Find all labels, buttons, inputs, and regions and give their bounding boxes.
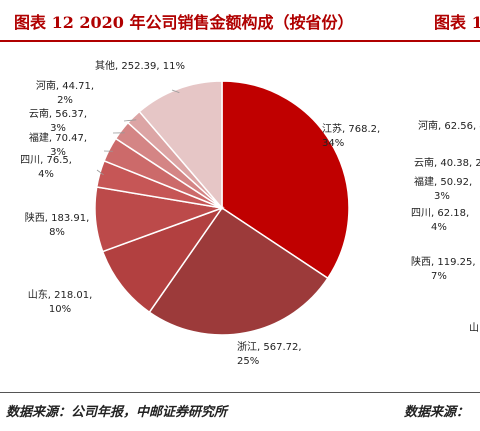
right-panel-label-3: 福建, 50.92,3% [414, 175, 472, 202]
slice-label-2: 浙江, 567.72,25% [237, 341, 302, 367]
slice-label-5: 四川, 76.5,4% [20, 155, 72, 180]
slice-label-7: 云南, 56.37,3% [29, 107, 87, 134]
right-panel-label-5: 陕西, 119.25,7% [411, 255, 476, 282]
slice-label-9: 其他, 252.39, 11% [95, 59, 185, 72]
slice-label-1: 江苏, 768.2,34% [322, 122, 380, 149]
pie-chart: 江苏, 768.2,34% 浙江, 567.72,25% 山东, 218.01,10… [0, 0, 480, 392]
source-note-left: 数据来源：公司年报，中邮证券研究所 [6, 401, 227, 420]
slice-label-4: 陕西, 183.91,8% [25, 211, 90, 238]
right-panel-label-2: 云南, 40.38, 2% [414, 156, 480, 169]
slice-label-8: 河南, 44.71,2% [36, 79, 94, 106]
right-panel-label-4: 四川, 62.18,4% [411, 208, 469, 233]
right-panel-label-1: 河南, 62.56, 4 [418, 119, 480, 132]
slice-label-3: 山东, 218.01,10% [28, 288, 93, 315]
source-note-right: 数据来源： [404, 401, 469, 420]
source-bar: 数据来源：公司年报，中邮证券研究所 数据来源： [0, 392, 480, 431]
right-panel-label-6: 山 [469, 322, 479, 334]
slice-label-6: 福建, 70.47,3% [29, 131, 87, 158]
